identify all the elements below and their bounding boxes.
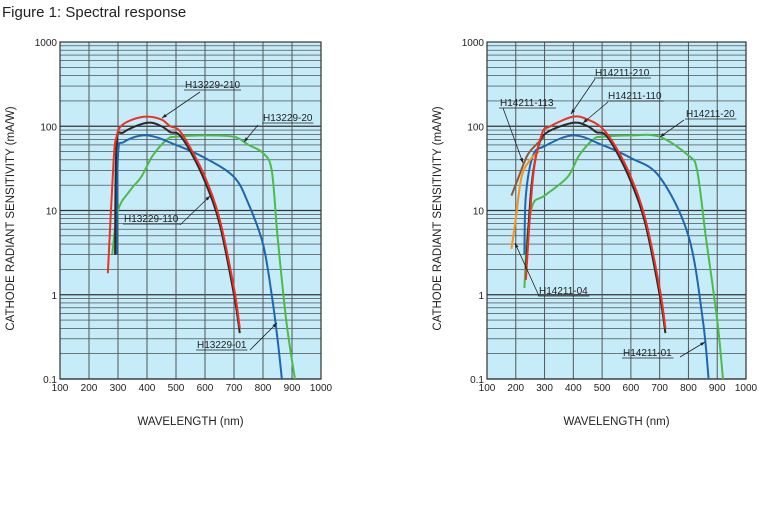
- y-axis-label: CATHODE RADIANT SENSITIVITY (mA/W): [5, 106, 17, 330]
- y-tick-label: 1000: [35, 38, 58, 49]
- series-line-h13229-110: [114, 121, 241, 334]
- annotation-label: H14211-210: [595, 68, 650, 79]
- arrowhead-icon: [162, 113, 167, 118]
- x-tick-label: 500: [168, 383, 185, 394]
- x-tick-label: 700: [226, 383, 243, 394]
- y-tick-label: 100: [40, 122, 57, 133]
- y-tick-label: 10: [473, 207, 485, 218]
- x-tick-label: 100: [52, 383, 69, 394]
- x-tick-label: 600: [197, 383, 214, 394]
- x-tick-label: 100: [479, 383, 496, 394]
- x-tick-label: 300: [110, 383, 127, 394]
- annotation-label: H14211-01: [623, 348, 672, 359]
- y-tick-label: 100: [467, 122, 484, 133]
- arrowhead-icon: [700, 342, 705, 346]
- arrowhead-icon: [515, 243, 519, 248]
- y-tick-label: 0.1: [43, 375, 57, 386]
- x-tick-label: 800: [680, 383, 697, 394]
- series-line-h14211-01: [523, 134, 710, 379]
- x-tick-label: 500: [594, 383, 611, 394]
- annotation-leader-line: [570, 78, 596, 115]
- annotation-leader-line: [679, 341, 706, 358]
- plot-border: [486, 41, 747, 380]
- annotation-label: H13229-210: [185, 80, 240, 91]
- series-line-h14211-210: [524, 115, 667, 329]
- y-tick-label: 10: [46, 207, 58, 218]
- series-line-h13229-210: [106, 115, 241, 329]
- x-tick-label: 1000: [735, 383, 758, 394]
- arrowhead-icon: [205, 196, 210, 201]
- arrowhead-icon: [272, 323, 277, 328]
- series-line-h14211-20: [523, 133, 724, 379]
- x-tick-label: 400: [139, 383, 156, 394]
- x-tick-label: 400: [565, 383, 582, 394]
- annotation-leader-line: [249, 322, 278, 351]
- annotation-leader-line: [659, 119, 685, 138]
- annotation-label: H14211-04: [539, 286, 588, 297]
- plot-border: [59, 41, 322, 380]
- y-axis-label: CATHODE RADIANT SENSITIVITY (mA/W): [432, 106, 444, 330]
- arrowhead-icon: [244, 137, 249, 142]
- annotation-leader-line: [514, 242, 540, 297]
- annotation-label: H14211-113: [500, 98, 554, 109]
- annotation-label: H14211-110: [608, 91, 662, 102]
- x-tick-label: 300: [536, 383, 553, 394]
- x-axis-label: WAVELENGTH (nm): [563, 416, 669, 428]
- chart-1: 100 200 300 400 500 600 700 800 900 1000 0.1 1 10 100…: [5, 38, 333, 428]
- annotation-leader-line: [179, 195, 211, 226]
- chart-2: 100 200 300 400 500 600 700 800 900 1000 0.1 1 10 100…: [432, 38, 758, 428]
- x-tick-label: 900: [709, 383, 726, 394]
- arrowhead-icon: [571, 109, 576, 114]
- annotation-label: H14211-20: [686, 109, 735, 120]
- arrowhead-icon: [583, 118, 588, 123]
- x-tick-label: 200: [81, 383, 98, 394]
- series-line-h14211-04: [510, 150, 540, 250]
- annotation-leader-line: [582, 101, 609, 124]
- series-line-h13229-20: [111, 134, 296, 379]
- annotation-label: H13229-01: [197, 340, 247, 351]
- y-tick-label: 1: [478, 291, 484, 302]
- series-line-h13229-01: [115, 134, 283, 379]
- x-tick-label: 800: [255, 383, 272, 394]
- y-tick-label: 1000: [462, 38, 485, 49]
- arrowhead-icon: [660, 132, 665, 137]
- x-tick-label: 700: [651, 383, 668, 394]
- x-tick-label: 200: [507, 383, 524, 394]
- annotation-label: H13229-110: [124, 214, 179, 225]
- annotation-leader-line: [502, 107, 524, 164]
- x-tick-label: 1000: [310, 383, 333, 394]
- annotation-label: H13229-20: [263, 113, 313, 124]
- y-tick-label: 1: [51, 291, 57, 302]
- x-tick-label: 900: [284, 383, 301, 394]
- y-tick-label: 0.1: [470, 375, 484, 386]
- annotation-leader-line: [161, 91, 201, 119]
- x-tick-label: 600: [623, 383, 640, 394]
- x-axis-label: WAVELENGTH (nm): [137, 416, 243, 428]
- arrowhead-icon: [519, 158, 524, 163]
- figure-title: Figure 1: Spectral response: [2, 4, 187, 21]
